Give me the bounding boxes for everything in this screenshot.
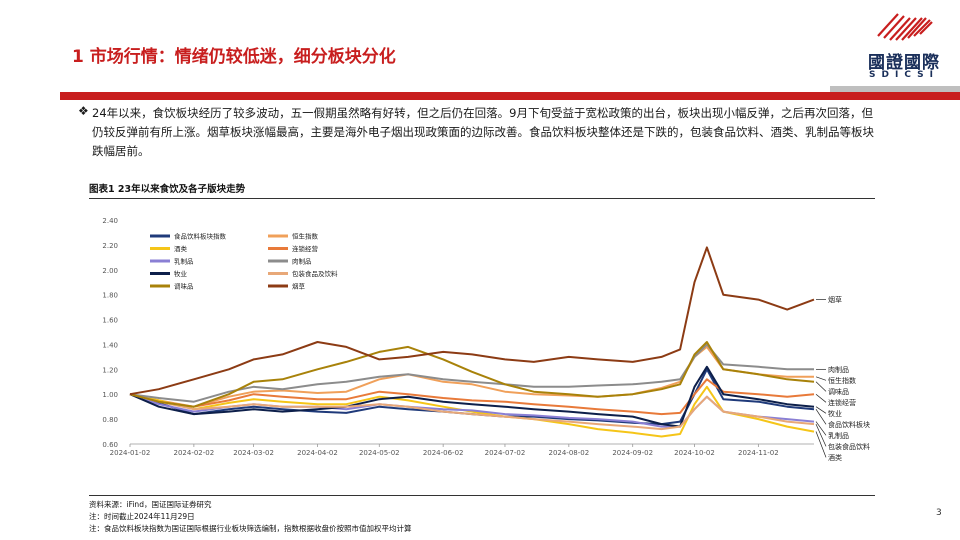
end-label-leader (815, 376, 827, 381)
legend-label: 包装食品及饮料 (292, 269, 338, 278)
x-tick-label: 2024-06-02 (423, 449, 464, 457)
x-tick-label: 2024-01-02 (110, 449, 151, 457)
x-tick-label: 2024-09-02 (612, 449, 653, 457)
series-end-label: 连锁经营 (828, 398, 856, 407)
end-label-leader (815, 406, 827, 414)
x-tick-label: 2024-05-02 (359, 449, 400, 457)
series-line (129, 345, 814, 408)
y-tick-label: 1.40 (102, 341, 118, 349)
series-end-label: 乳制品 (828, 431, 849, 440)
page-title: 1 市场行情：情绪仍较低迷，细分板块分化 (72, 47, 396, 67)
method-note: 注：食品饮料板块指数为国证国际根据行业板块筛选编制，指数根据收盘价按照市值加权平… (89, 524, 412, 533)
x-tick-label: 2024-03-02 (233, 449, 274, 457)
legend-label: 连锁经营 (292, 244, 319, 253)
x-tick-label: 2024-02-02 (174, 449, 215, 457)
logo-mark-icon (877, 13, 933, 41)
x-tick-label: 2024-07-02 (485, 449, 526, 457)
y-tick-label: 2.40 (102, 217, 118, 225)
legend-label: 恒生指数 (292, 232, 319, 241)
date-note: 注：时间截止2024年11月29日 (89, 512, 195, 521)
series-end-label: 包装食品饮料 (828, 442, 870, 451)
series-end-label: 食品饮料板块 (828, 420, 870, 429)
x-tick-label: 2024-08-02 (548, 449, 589, 457)
x-tick-label: 2024-04-02 (297, 449, 338, 457)
legend-label: 乳制品 (174, 257, 194, 266)
series-line (129, 393, 815, 431)
series-end-label: 酒类 (828, 453, 842, 462)
y-tick-label: 0.80 (102, 416, 118, 424)
logo-text-cn: 國證國際 (868, 53, 940, 73)
y-tick-label: 2.00 (102, 267, 118, 275)
title-divider (60, 92, 960, 100)
series-line (129, 378, 815, 416)
series-end-label: 牧业 (828, 409, 842, 418)
legend-label: 食品饮料板块指数 (174, 232, 227, 241)
line-chart: 0.60 0.80 1.00 1.20 1.40 1.60 1.80 2.00 2.20 2.40… (102, 217, 870, 462)
page-number: 3 (936, 508, 942, 518)
figure-top-rule (89, 198, 875, 199)
summary-paragraph: 24年以来，食饮板块经历了较多波动，五一假期虽然略有好转，但之后仍在回落。9月下… (92, 106, 874, 158)
figure-bottom-rule (89, 495, 875, 496)
end-label-leader (815, 423, 827, 447)
legend-label: 酒类 (174, 244, 188, 253)
end-label-leader (815, 421, 827, 436)
series-end-label: 肉制品 (828, 365, 849, 374)
x-tick-label: 2024-11-02 (738, 449, 779, 457)
y-tick-label: 1.20 (102, 366, 118, 374)
y-tick-label: 1.80 (102, 292, 118, 300)
series-line (129, 246, 815, 396)
end-label-leader (815, 393, 827, 403)
series-end-label: 恒生指数 (828, 376, 856, 385)
logo-text-en: SDICSI (869, 70, 939, 80)
end-label-leader (815, 431, 827, 458)
series-end-label: 烟草 (828, 295, 842, 304)
company-logo: 國證國際 SDICSI (856, 6, 952, 84)
end-label-leader (815, 381, 827, 392)
bullet-icon: ❖ (78, 104, 89, 118)
y-tick-label: 2.20 (102, 242, 118, 250)
series-end-label: 调味品 (828, 387, 849, 396)
end-label-leader (815, 408, 827, 425)
y-tick-label: 0.60 (102, 441, 118, 449)
y-tick-label: 1.60 (102, 317, 118, 325)
legend-label: 烟草 (292, 282, 306, 291)
legend-label: 牧业 (174, 269, 188, 278)
legend-label: 调味品 (174, 282, 194, 291)
source-note: 资料来源：iFind，国证国际证券研究 (89, 500, 212, 509)
y-tick-label: 1.00 (102, 391, 118, 399)
x-tick-label: 2024-10-02 (674, 449, 715, 457)
legend-label: 肉制品 (292, 257, 312, 266)
title-divider-accent (830, 86, 960, 92)
series-line (129, 341, 815, 408)
series-line (129, 365, 815, 428)
figure-title: 图表1 23年以来食饮及各子版块走势 (89, 184, 246, 195)
